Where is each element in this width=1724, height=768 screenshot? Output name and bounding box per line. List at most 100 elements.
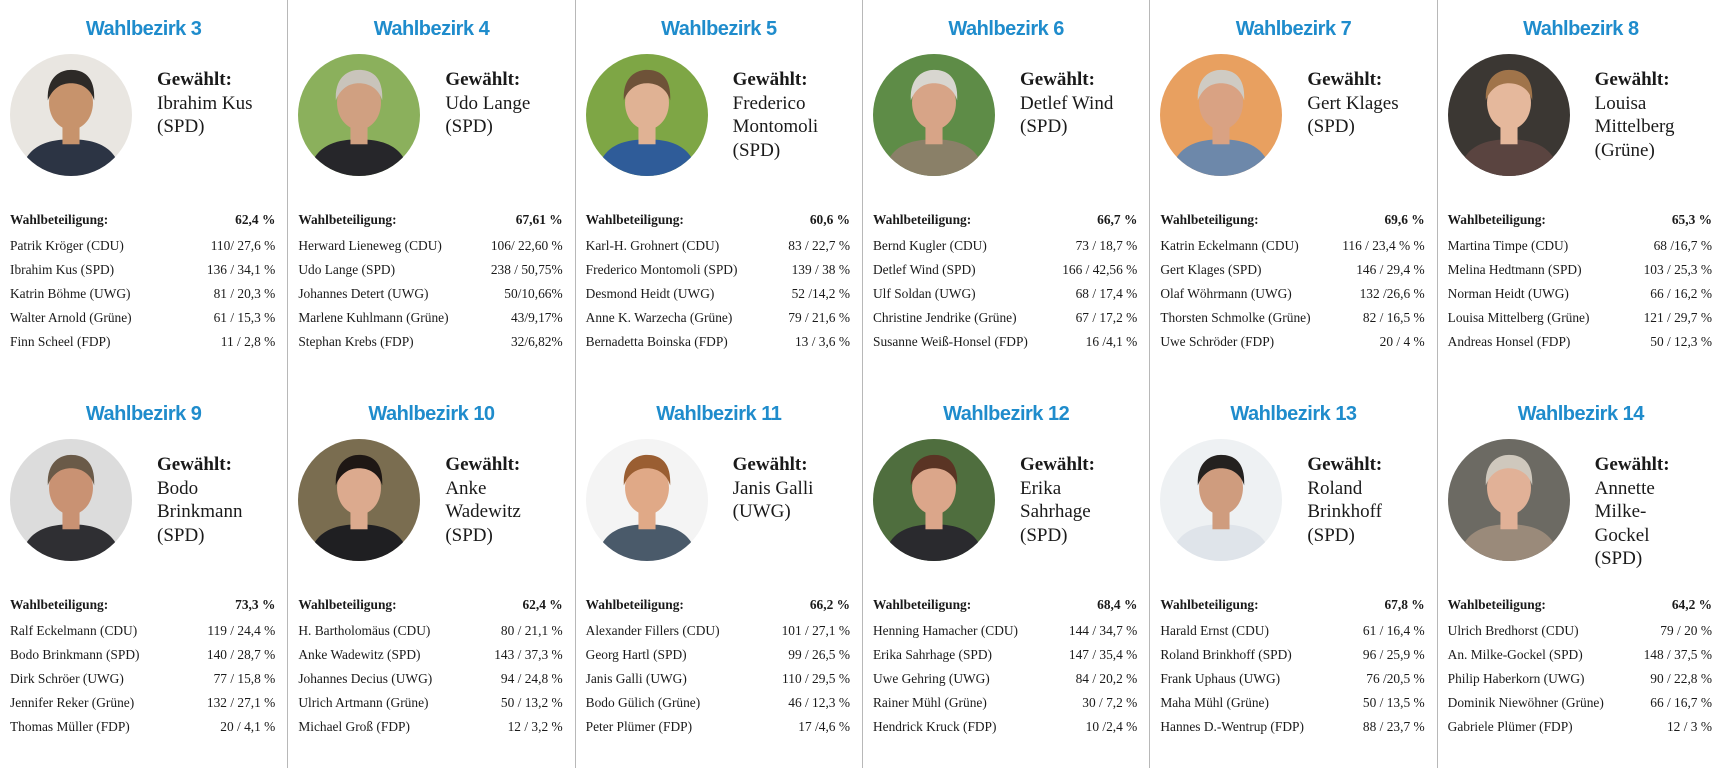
result-row: Bodo Brinkmann (SPD) 140 / 28,7 %: [10, 647, 275, 671]
results-table: Wahlbeteiligung: 73,3 % Ralf Eckelmann (CD…: [10, 597, 275, 743]
district-title: Wahlbezirk 14: [1517, 403, 1645, 425]
result-row: Maha Mühl (Grüne) 50 / 13,5 %: [1160, 695, 1424, 719]
candidate-votes: 103 / 25,3 %: [1643, 262, 1712, 277]
result-row: Janis Galli (UWG) 110 / 29,5 %: [586, 671, 850, 695]
result-row: An. Milke-Gockel (SPD) 148 / 37,5 %: [1448, 647, 1712, 671]
results-table: Wahlbeteiligung: 69,6 % Katrin Eckelmann (…: [1160, 212, 1424, 358]
candidate-votes: 79 / 21,6 %: [788, 310, 850, 325]
result-row: Thomas Müller (FDP) 20 / 4,1 %: [10, 719, 275, 743]
elected-name-line: Roland: [1307, 477, 1363, 499]
result-row: Susanne Weiß-Honsel (FDP) 16 /4,1 %: [873, 334, 1137, 358]
result-row: Gabriele Plümer (FDP) 12 / 3 %: [1448, 719, 1712, 743]
candidate-votes: 99 / 26,5 %: [788, 647, 850, 662]
candidate-name: Melina Hedtmann (SPD): [1447, 262, 1582, 277]
candidate-votes: 52 /14,2 %: [791, 286, 850, 301]
candidate-name: Susanne Weiß-Honsel (FDP): [873, 334, 1028, 349]
elected-label: Gewählt:: [157, 69, 232, 90]
elected-block: Gewählt: Bodo Brinkmann (SPD): [157, 453, 281, 547]
candidate-votes: 76 /20,5 %: [1366, 671, 1425, 686]
turnout-label: Wahlbeteiligung:: [585, 212, 684, 227]
elected-name-line: (Grüne): [1594, 139, 1655, 161]
result-row: Roland Brinkhoff (SPD) 96 / 25,9 %: [1160, 647, 1424, 671]
elected-label: Gewählt:: [445, 454, 521, 475]
candidate-votes: 20 / 4,1 %: [220, 719, 276, 734]
results-table: Wahlbeteiligung: 65,3 % Martina Timpe (CDU…: [1448, 212, 1712, 358]
candidate-photo: [298, 439, 421, 561]
result-row: Jennifer Reker (Grüne) 132 / 27,1 %: [10, 695, 275, 719]
turnout-row: Wahlbeteiligung: 62,4 %: [298, 597, 562, 623]
candidate-votes: 136 / 34,1 %: [206, 262, 276, 277]
turnout-value: 68,4 %: [1097, 597, 1138, 612]
turnout-row: Wahlbeteiligung: 62,4 %: [10, 212, 275, 238]
candidate-votes: 50 / 12,3 %: [1650, 334, 1712, 349]
turnout-value: 66,2 %: [809, 597, 850, 612]
result-row: Katrin Böhme (UWG) 81 / 20,3 %: [10, 286, 275, 310]
candidate-votes: 67 / 17,2 %: [1075, 310, 1138, 325]
elected-name-line: (SPD): [1307, 524, 1355, 546]
district-card: Wahlbezirk 5 Gewählt: Frederico Montomoli (S…: [574, 0, 862, 385]
result-row: Anne K. Warzecha (Grüne) 79 / 21,6 %: [586, 310, 850, 334]
elected-name-line: Gockel: [1594, 524, 1650, 546]
elected-label: Gewählt:: [1594, 69, 1670, 90]
candidate-votes: 80 / 21,1 %: [500, 623, 563, 638]
results-table: Wahlbeteiligung: 62,4 % Patrik Kröger (CDU…: [10, 212, 275, 358]
result-row: Ibrahim Kus (SPD) 136 / 34,1 %: [10, 262, 275, 286]
candidate-name: Peter Plümer (FDP): [585, 719, 693, 734]
candidate-name: Herward Lieneweg (CDU): [298, 238, 442, 253]
elected-block: Gewählt: Annette Milke- Gockel (SPD): [1595, 453, 1718, 571]
district-title: Wahlbezirk 13: [1230, 403, 1357, 425]
turnout-label: Wahlbeteiligung:: [1447, 597, 1546, 612]
candidate-votes: 20 / 4 %: [1379, 334, 1425, 349]
elected-name-line: (SPD): [1020, 116, 1068, 137]
result-row: Rainer Mühl (Grüne) 30 / 7,2 %: [873, 695, 1137, 719]
turnout-value: 64,2 %: [1671, 597, 1712, 612]
result-row: Norman Heidt (UWG) 66 / 16,2 %: [1448, 286, 1712, 310]
elected-name-line: Brinkmann: [157, 501, 243, 522]
turnout-label: Wahlbeteiligung:: [10, 597, 109, 612]
candidate-votes: 238 / 50,75%: [490, 262, 563, 277]
candidate-votes: 61 / 15,3 %: [213, 310, 276, 325]
candidate-name: Christine Jendrike (Grüne): [873, 310, 1017, 325]
candidate-name: An. Milke-Gockel (SPD): [1447, 647, 1583, 662]
elected-label: Gewählt:: [1020, 454, 1095, 475]
candidate-votes: 119 / 24,4 %: [207, 623, 276, 638]
candidate-votes: 43/9,17%: [510, 310, 563, 325]
candidate-votes: 132 /26,6 %: [1359, 286, 1425, 301]
elected-name-line: (SPD): [1020, 524, 1068, 546]
candidate-votes: 77 / 15,8 %: [213, 671, 276, 686]
candidate-name: Roland Brinkhoff (SPD): [1160, 647, 1292, 662]
district-title: Wahlbezirk 7: [1235, 18, 1352, 40]
candidate-votes: 96 / 25,9 %: [1362, 647, 1425, 662]
result-row: Olaf Wöhrmann (UWG) 132 /26,6 %: [1160, 286, 1424, 310]
elected-label: Gewählt:: [732, 454, 808, 475]
elected-name-line: Louisa: [1594, 92, 1647, 114]
candidate-name: Marlene Kuhlmann (Grüne): [298, 310, 449, 325]
candidate-photo: [873, 439, 995, 561]
candidate-name: Patrik Kröger (CDU): [10, 238, 124, 253]
candidate-votes: 66 / 16,7 %: [1650, 695, 1712, 710]
elected-name-line: (SPD): [157, 524, 205, 546]
candidate-photo: [1447, 54, 1570, 176]
elected-block: Gewählt: Ibrahim Kus (SPD): [157, 68, 281, 139]
turnout-label: Wahlbeteiligung:: [10, 212, 109, 227]
candidate-photo: [585, 54, 708, 176]
result-row: Johannes Detert (UWG) 50/10,66%: [298, 286, 562, 310]
candidate-name: Walter Arnold (Grüne): [10, 310, 132, 325]
turnout-row: Wahlbeteiligung: 73,3 %: [10, 597, 275, 623]
candidate-name: Bernd Kugler (CDU): [873, 238, 987, 253]
result-row: Georg Hartl (SPD) 99 / 26,5 %: [586, 647, 850, 671]
elected-label: Gewählt:: [1307, 69, 1383, 90]
candidate-votes: 16 /4,1 %: [1085, 334, 1138, 349]
candidate-votes: 81 / 20,3 %: [213, 286, 276, 301]
candidate-votes: 46 / 12,3 %: [788, 695, 850, 710]
candidate-name: Katrin Eckelmann (CDU): [1160, 238, 1299, 253]
result-row: Bernd Kugler (CDU) 73 / 18,7 %: [873, 238, 1137, 262]
candidate-name: Philip Haberkorn (UWG): [1447, 671, 1585, 686]
candidate-votes: 166 / 42,56 %: [1062, 262, 1138, 277]
results-table: Wahlbeteiligung: 60,6 % Karl-H. Grohnert (…: [586, 212, 850, 358]
candidate-votes: 68 /16,7 %: [1653, 238, 1712, 253]
turnout-label: Wahlbeteiligung:: [1447, 212, 1546, 227]
candidate-name: Anke Wadewitz (SPD): [298, 647, 421, 662]
candidate-votes: 79 / 20 %: [1660, 623, 1712, 638]
result-row: Patrik Kröger (CDU) 110/ 27,6 %: [10, 238, 275, 262]
